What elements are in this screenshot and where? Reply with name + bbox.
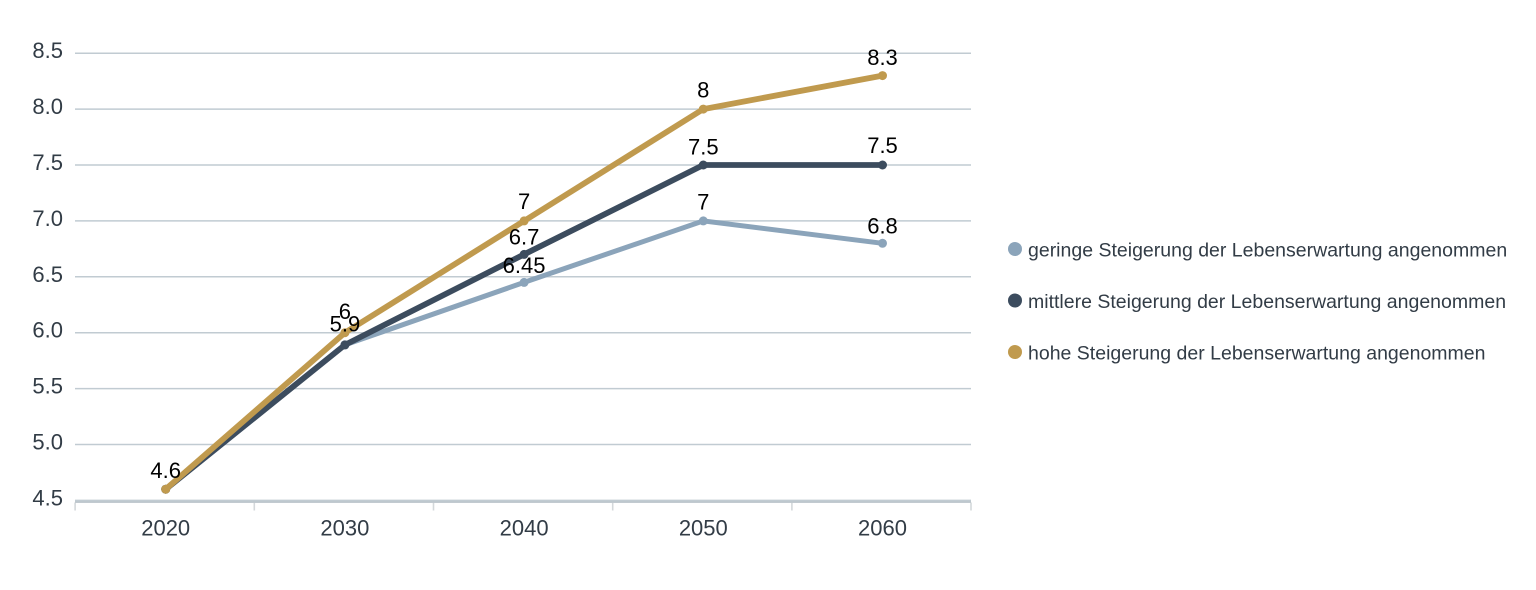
svg-text:2060: 2060 bbox=[858, 516, 907, 541]
svg-text:8.3: 8.3 bbox=[867, 45, 898, 70]
svg-text:2040: 2040 bbox=[500, 516, 549, 541]
svg-text:8.5: 8.5 bbox=[32, 38, 63, 63]
svg-text:5.9: 5.9 bbox=[330, 311, 361, 336]
svg-text:8: 8 bbox=[697, 77, 709, 102]
svg-text:6.45: 6.45 bbox=[503, 253, 546, 278]
svg-text:7: 7 bbox=[697, 189, 709, 214]
svg-text:7.5: 7.5 bbox=[32, 150, 63, 175]
svg-text:2030: 2030 bbox=[320, 516, 369, 541]
svg-text:7.5: 7.5 bbox=[867, 133, 898, 158]
svg-text:6.8: 6.8 bbox=[867, 213, 898, 238]
svg-text:6.7: 6.7 bbox=[509, 224, 540, 249]
svg-text:5.0: 5.0 bbox=[32, 430, 63, 455]
svg-text:6: 6 bbox=[339, 299, 351, 324]
svg-text:2050: 2050 bbox=[679, 516, 728, 541]
svg-text:4.6: 4.6 bbox=[150, 458, 181, 483]
svg-text:5.5: 5.5 bbox=[32, 374, 63, 399]
svg-text:7.0: 7.0 bbox=[32, 206, 63, 231]
svg-text:8.0: 8.0 bbox=[32, 94, 63, 119]
svg-text:7: 7 bbox=[518, 189, 530, 214]
svg-text:2020: 2020 bbox=[141, 516, 190, 541]
svg-text:hohe Steigerung der Lebenserwa: hohe Steigerung der Lebenserwartung ange… bbox=[1028, 342, 1486, 364]
svg-text:7.5: 7.5 bbox=[688, 134, 719, 159]
svg-text:6.5: 6.5 bbox=[32, 262, 63, 287]
svg-text:geringe Steigerung der Lebense: geringe Steigerung der Lebenserwartung a… bbox=[1028, 239, 1507, 261]
svg-text:6.0: 6.0 bbox=[32, 318, 63, 343]
svg-text:mittlere Steigerung der Lebens: mittlere Steigerung der Lebenserwartung … bbox=[1028, 291, 1506, 313]
svg-text:4.5: 4.5 bbox=[32, 485, 63, 510]
